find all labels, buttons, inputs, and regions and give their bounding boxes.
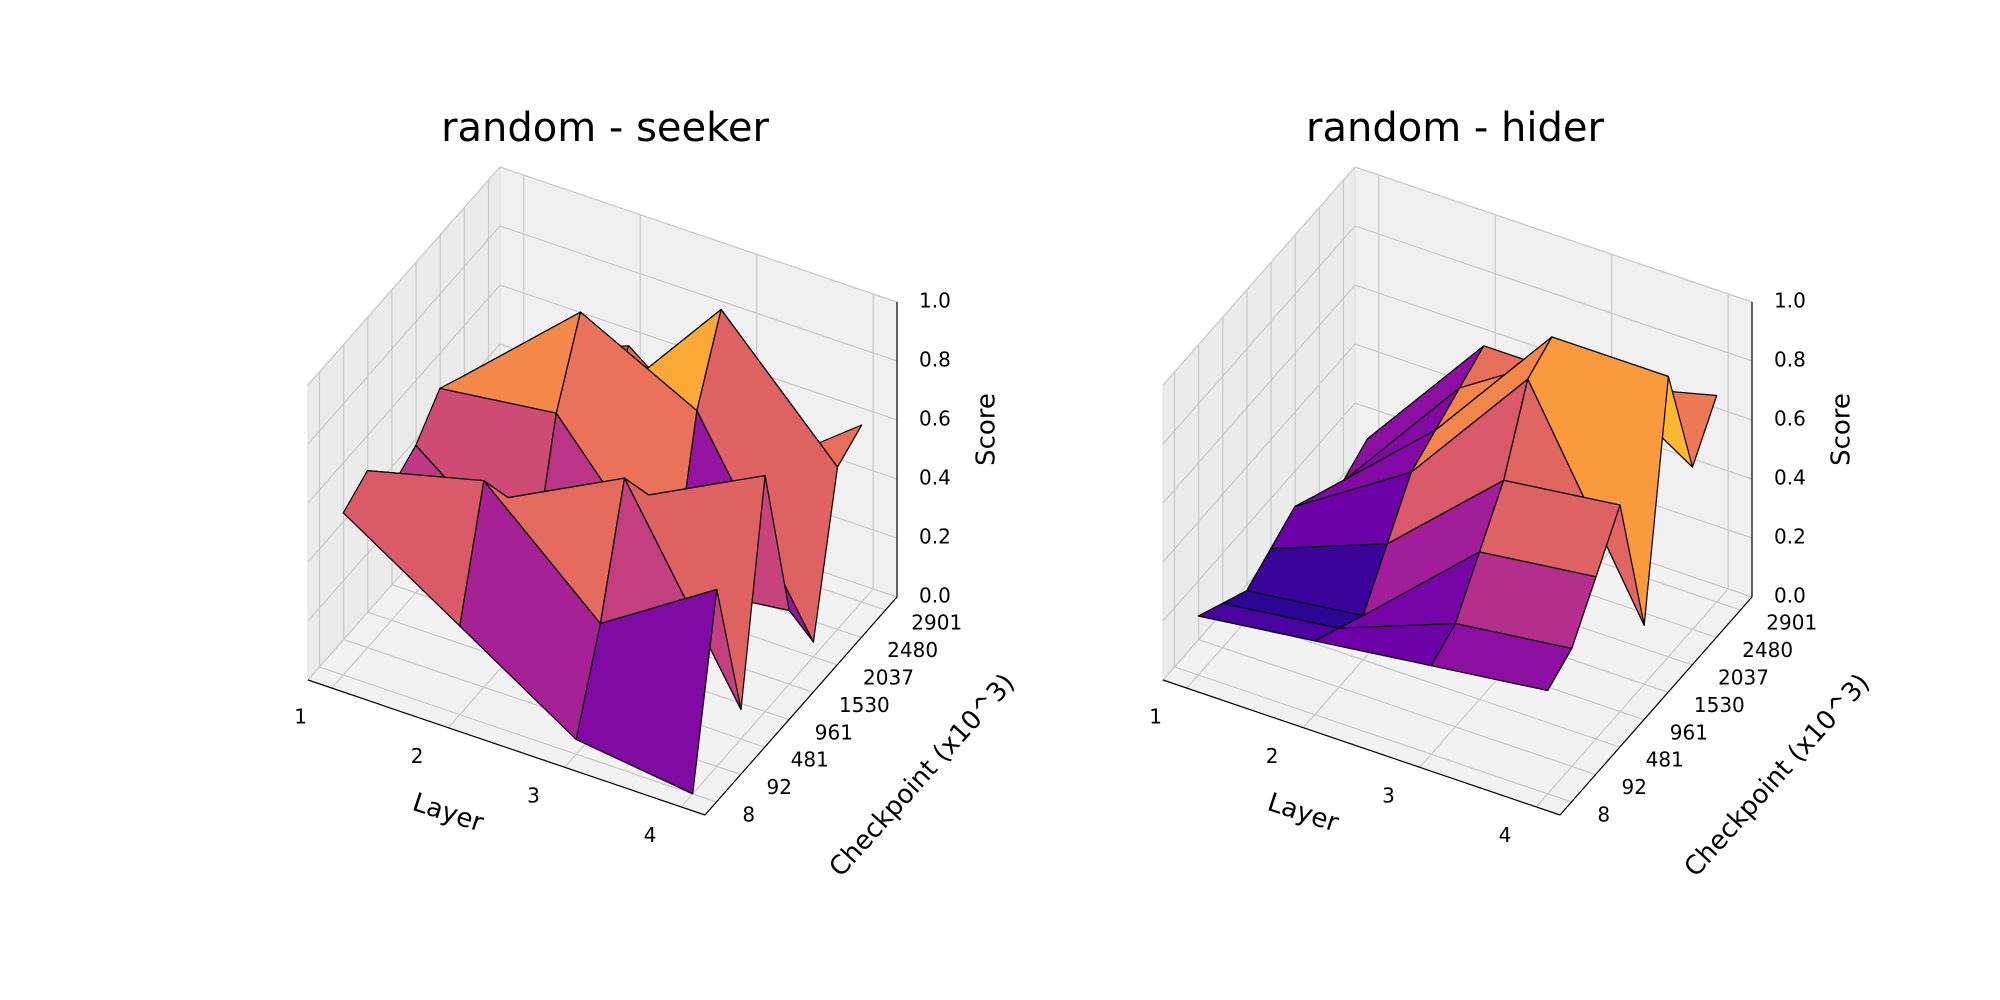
grid-line bbox=[499, 166, 898, 303]
x-tick-label: 2 bbox=[1266, 744, 1279, 768]
grid-line bbox=[1174, 666, 1572, 803]
x-axis-label: Layer bbox=[1264, 788, 1343, 839]
y-tick-label: 2480 bbox=[887, 638, 938, 662]
axis-line bbox=[704, 596, 898, 816]
y-tick-label: 2037 bbox=[1718, 665, 1769, 689]
x-tick-label: 1 bbox=[294, 704, 307, 728]
z-tick-label: 0.8 bbox=[1774, 348, 1806, 372]
x-tick-label: 4 bbox=[644, 823, 657, 847]
grid-line bbox=[1162, 225, 1356, 445]
z-tick-label: 1.0 bbox=[919, 289, 951, 313]
z-tick-label: 1.0 bbox=[1774, 289, 1806, 313]
y-tick-label: 92 bbox=[766, 775, 791, 799]
grid-line bbox=[319, 666, 717, 803]
x-axis-label: Layer bbox=[409, 788, 488, 839]
grid-line bbox=[1198, 638, 1596, 776]
chart-title: random - seeker bbox=[441, 105, 769, 151]
z-axis-label: Score bbox=[972, 393, 1002, 466]
y-tick-label: 481 bbox=[1646, 748, 1684, 772]
grid-line bbox=[680, 588, 874, 808]
z-tick-label: 0.6 bbox=[919, 407, 951, 431]
grid-line bbox=[307, 225, 501, 445]
axis-line bbox=[1162, 679, 1561, 816]
y-tick-label: 8 bbox=[1597, 803, 1610, 827]
y-tick-label: 2037 bbox=[863, 665, 914, 689]
grid-line bbox=[1162, 343, 1356, 563]
grid-line bbox=[307, 284, 501, 504]
y-tick-label: 961 bbox=[815, 720, 853, 744]
grid-line bbox=[499, 225, 898, 362]
grid-line bbox=[1354, 166, 1753, 303]
y-tick-label: 2480 bbox=[1742, 638, 1793, 662]
y-tick-label: 1530 bbox=[1694, 693, 1745, 717]
grid-line bbox=[307, 166, 501, 386]
y-tick-label: 8 bbox=[742, 803, 755, 827]
axis-line bbox=[1559, 596, 1753, 816]
z-tick-label: 0.2 bbox=[919, 525, 951, 549]
z-tick-label: 0.2 bbox=[1774, 525, 1806, 549]
x-tick-label: 3 bbox=[527, 784, 540, 808]
z-tick-label: 0.4 bbox=[1774, 466, 1806, 490]
z-tick-label: 0.6 bbox=[1774, 407, 1806, 431]
chart-title: random - hider bbox=[1306, 105, 1604, 151]
z-tick-label: 0.8 bbox=[919, 348, 951, 372]
x-tick-label: 1 bbox=[1149, 704, 1162, 728]
x-tick-label: 4 bbox=[1499, 823, 1512, 847]
z-tick-label: 0.0 bbox=[919, 584, 951, 608]
y-tick-label: 2901 bbox=[911, 611, 962, 635]
x-tick-label: 3 bbox=[1382, 784, 1395, 808]
x-tick-label: 2 bbox=[411, 744, 424, 768]
surface-face bbox=[1430, 622, 1573, 692]
z-axis-label: Score bbox=[1827, 393, 1857, 466]
z-tick-label: 0.0 bbox=[1774, 584, 1806, 608]
grid-line bbox=[1162, 402, 1356, 622]
grid-line bbox=[1162, 166, 1356, 386]
surface-face bbox=[575, 588, 718, 795]
axis-line bbox=[307, 679, 706, 816]
grid-line bbox=[1535, 588, 1729, 808]
y-tick-label: 1530 bbox=[839, 693, 890, 717]
grid-line bbox=[1354, 225, 1753, 362]
z-tick-label: 0.4 bbox=[919, 466, 951, 490]
y-tick-label: 92 bbox=[1621, 775, 1646, 799]
y-tick-label: 2901 bbox=[1766, 611, 1817, 635]
y-tick-label: 481 bbox=[791, 748, 829, 772]
grid-line bbox=[1162, 284, 1356, 504]
y-tick-label: 961 bbox=[1670, 720, 1708, 744]
